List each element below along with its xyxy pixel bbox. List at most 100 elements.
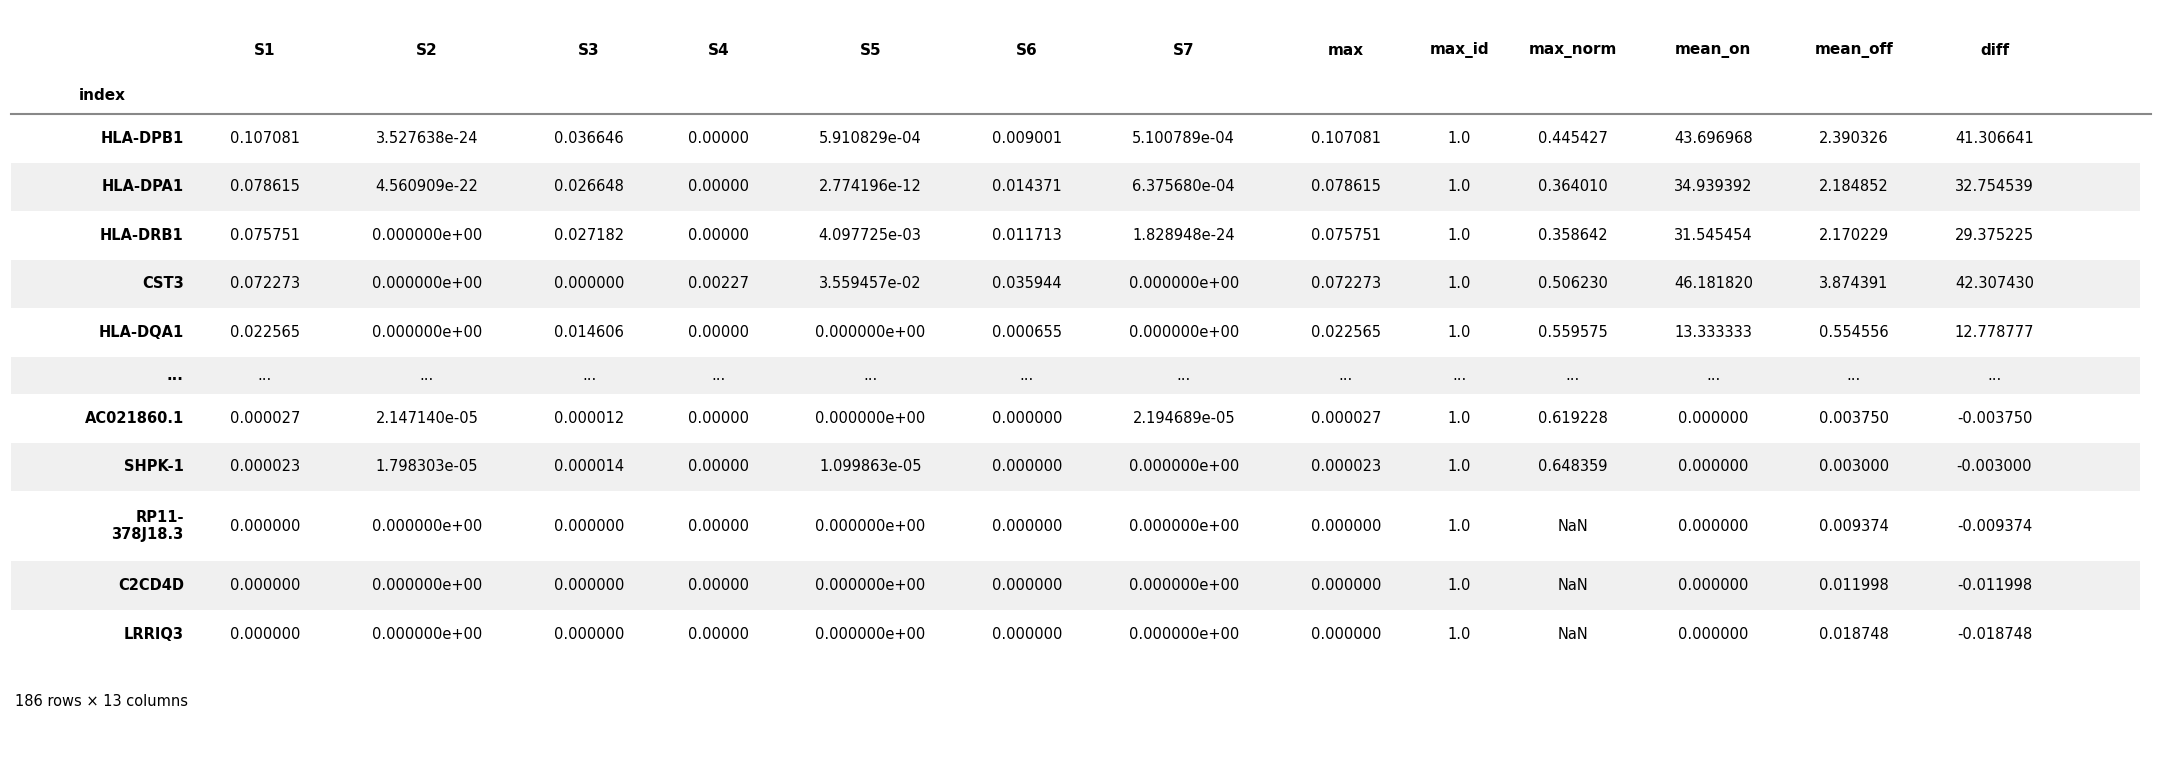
Text: 1.0: 1.0 — [1449, 179, 1470, 195]
Text: 0.000000e+00: 0.000000e+00 — [815, 626, 925, 642]
Text: 0.000012: 0.000012 — [553, 411, 625, 426]
Text: 0.000655: 0.000655 — [992, 325, 1062, 340]
Text: 0.072273: 0.072273 — [1310, 276, 1382, 292]
Text: 3.559457e-02: 3.559457e-02 — [819, 276, 921, 292]
Text: 0.000000e+00: 0.000000e+00 — [815, 325, 925, 340]
Text: 0.022565: 0.022565 — [1310, 325, 1382, 340]
Text: 12.778777: 12.778777 — [1954, 325, 2034, 340]
Text: 3.874391: 3.874391 — [1818, 276, 1890, 292]
FancyBboxPatch shape — [11, 443, 2140, 491]
Text: 0.000023: 0.000023 — [1310, 459, 1382, 475]
Text: -0.003750: -0.003750 — [1957, 411, 2032, 426]
Text: 41.306641: 41.306641 — [1954, 131, 2034, 146]
Text: 0.026648: 0.026648 — [553, 179, 625, 195]
Text: 1.828948e-24: 1.828948e-24 — [1133, 228, 1235, 243]
Text: ...: ... — [1987, 368, 2002, 383]
Text: 31.545454: 31.545454 — [1673, 228, 1753, 243]
Text: index: index — [80, 88, 125, 103]
Text: 43.696968: 43.696968 — [1673, 131, 1753, 146]
Text: 0.00000: 0.00000 — [688, 131, 750, 146]
Text: 0.000000e+00: 0.000000e+00 — [372, 578, 482, 594]
Text: 0.00000: 0.00000 — [688, 325, 750, 340]
Text: 0.000000e+00: 0.000000e+00 — [1129, 325, 1239, 340]
Text: S6: S6 — [1016, 42, 1038, 58]
Text: 0.000000: 0.000000 — [1310, 578, 1382, 594]
FancyBboxPatch shape — [11, 211, 2140, 260]
FancyBboxPatch shape — [11, 260, 2140, 308]
Text: 0.000000e+00: 0.000000e+00 — [1129, 578, 1239, 594]
Text: 1.0: 1.0 — [1449, 578, 1470, 594]
Text: max_id: max_id — [1429, 42, 1490, 58]
Text: 0.078615: 0.078615 — [229, 179, 301, 195]
Text: ...: ... — [863, 368, 878, 383]
Text: S1: S1 — [255, 42, 275, 58]
Text: ...: ... — [1338, 368, 1353, 383]
FancyBboxPatch shape — [11, 163, 2140, 211]
Text: 2.184852: 2.184852 — [1818, 179, 1890, 195]
Text: 0.000000e+00: 0.000000e+00 — [815, 411, 925, 426]
Text: 0.445427: 0.445427 — [1537, 131, 1609, 146]
Text: 1.0: 1.0 — [1449, 518, 1470, 534]
Text: max: max — [1327, 42, 1364, 58]
Text: 0.00000: 0.00000 — [688, 228, 750, 243]
Text: 0.014606: 0.014606 — [553, 325, 625, 340]
Text: 0.000000e+00: 0.000000e+00 — [372, 228, 482, 243]
Text: 42.307430: 42.307430 — [1954, 276, 2034, 292]
Text: 0.014371: 0.014371 — [992, 179, 1062, 195]
Text: 186 rows × 13 columns: 186 rows × 13 columns — [15, 694, 188, 708]
Text: 1.0: 1.0 — [1449, 131, 1470, 146]
Text: 32.754539: 32.754539 — [1954, 179, 2034, 195]
Text: ...: ... — [1846, 368, 1861, 383]
Text: 0.000000: 0.000000 — [553, 518, 625, 534]
Text: 0.000000e+00: 0.000000e+00 — [372, 518, 482, 534]
Text: 0.00000: 0.00000 — [688, 518, 750, 534]
Text: ...: ... — [166, 368, 184, 383]
Text: 0.000000e+00: 0.000000e+00 — [815, 578, 925, 594]
Text: 5.100789e-04: 5.100789e-04 — [1133, 131, 1235, 146]
Text: 0.00000: 0.00000 — [688, 459, 750, 475]
Text: 0.000000: 0.000000 — [553, 626, 625, 642]
FancyBboxPatch shape — [11, 357, 2140, 394]
Text: 0.000000e+00: 0.000000e+00 — [372, 276, 482, 292]
Text: 0.003750: 0.003750 — [1818, 411, 1890, 426]
Text: 0.078615: 0.078615 — [1310, 179, 1382, 195]
Text: ...: ... — [711, 368, 726, 383]
Text: 3.527638e-24: 3.527638e-24 — [376, 131, 478, 146]
Text: 0.000000: 0.000000 — [1678, 411, 1749, 426]
Text: 46.181820: 46.181820 — [1673, 276, 1753, 292]
Text: 29.375225: 29.375225 — [1954, 228, 2034, 243]
Text: 0.000000e+00: 0.000000e+00 — [1129, 459, 1239, 475]
Text: 0.364010: 0.364010 — [1537, 179, 1609, 195]
Text: max_norm: max_norm — [1529, 42, 1617, 58]
Text: 0.00000: 0.00000 — [688, 179, 750, 195]
Text: 4.560909e-22: 4.560909e-22 — [376, 179, 478, 195]
Text: HLA-DPA1: HLA-DPA1 — [102, 179, 184, 195]
Text: 5.910829e-04: 5.910829e-04 — [819, 131, 921, 146]
Text: 0.000000: 0.000000 — [992, 411, 1062, 426]
FancyBboxPatch shape — [11, 610, 2140, 658]
Text: 0.000000: 0.000000 — [1678, 518, 1749, 534]
Text: 0.036646: 0.036646 — [553, 131, 625, 146]
Text: -0.009374: -0.009374 — [1957, 518, 2032, 534]
Text: 0.648359: 0.648359 — [1537, 459, 1609, 475]
Text: 34.939392: 34.939392 — [1673, 179, 1753, 195]
Text: HLA-DRB1: HLA-DRB1 — [99, 228, 184, 243]
Text: diff: diff — [1980, 42, 2008, 58]
Text: 0.107081: 0.107081 — [229, 131, 301, 146]
Text: 0.009374: 0.009374 — [1818, 518, 1890, 534]
Text: 0.000023: 0.000023 — [229, 459, 301, 475]
Text: 1.0: 1.0 — [1449, 626, 1470, 642]
Text: 0.559575: 0.559575 — [1537, 325, 1609, 340]
Text: 0.018748: 0.018748 — [1818, 626, 1890, 642]
Text: NaN: NaN — [1557, 518, 1589, 534]
Text: LRRIQ3: LRRIQ3 — [123, 626, 184, 642]
Text: S4: S4 — [707, 42, 731, 58]
Text: 0.000000: 0.000000 — [992, 578, 1062, 594]
Text: 0.027182: 0.027182 — [553, 228, 625, 243]
Text: 2.170229: 2.170229 — [1818, 228, 1890, 243]
Text: -0.018748: -0.018748 — [1957, 626, 2032, 642]
Text: 0.000000e+00: 0.000000e+00 — [1129, 518, 1239, 534]
Text: 0.000000: 0.000000 — [229, 626, 301, 642]
Text: ...: ... — [1453, 368, 1466, 383]
Text: 0.00000: 0.00000 — [688, 626, 750, 642]
